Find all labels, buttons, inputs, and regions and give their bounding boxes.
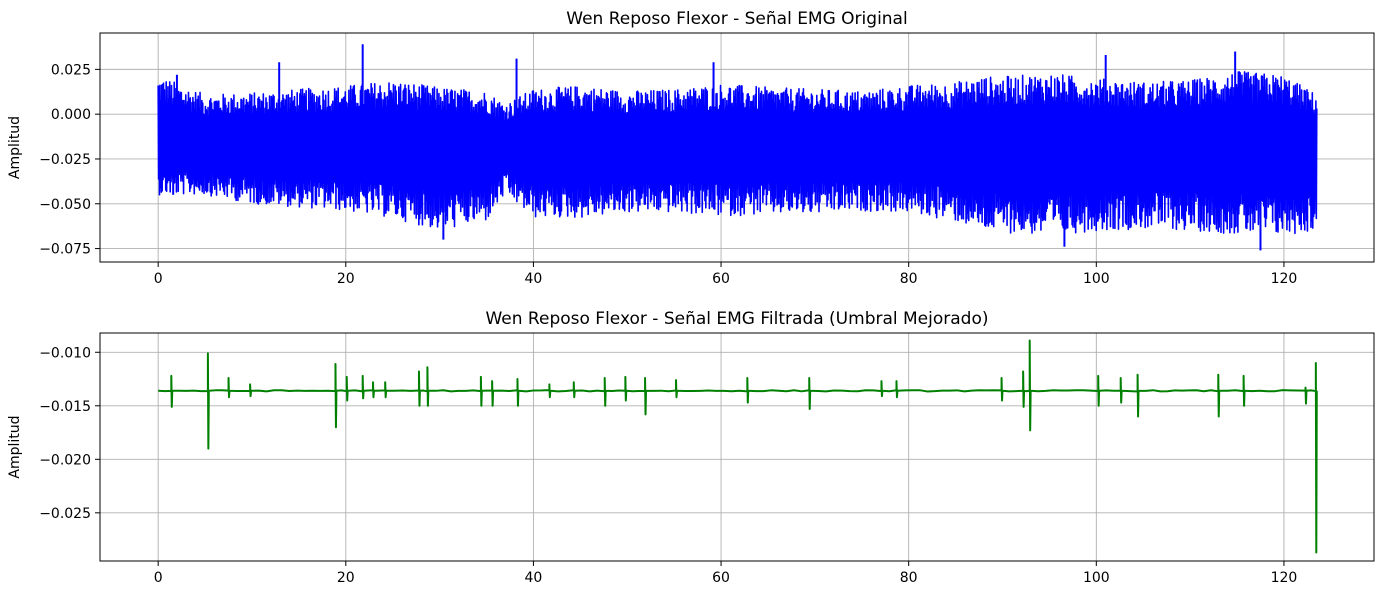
- chart-original: Wen Reposo Flexor - Señal EMG Original A…: [7, 9, 1375, 287]
- y-tick-label: −0.015: [39, 399, 91, 415]
- y-axis-label: Amplitud: [7, 415, 23, 478]
- y-tick-label: −0.075: [39, 242, 91, 258]
- chart-title: Wen Reposo Flexor - Señal EMG Original: [566, 9, 907, 29]
- y-tick-label: −0.020: [39, 452, 91, 468]
- x-tick-label: 40: [525, 271, 543, 287]
- x-tick-label: 120: [1271, 570, 1298, 586]
- x-tick-label: 80: [900, 271, 918, 287]
- y-axis-label: Amplitud: [7, 116, 23, 179]
- x-tick-label: 0: [154, 570, 163, 586]
- x-tick-label: 80: [900, 570, 918, 586]
- chart-title: Wen Reposo Flexor - Señal EMG Filtrada (…: [485, 309, 988, 329]
- x-tick-label: 20: [337, 271, 355, 287]
- y-tick-label: −0.050: [39, 197, 91, 213]
- y-tick-label: −0.010: [39, 345, 91, 361]
- y-tick-label: −0.025: [39, 506, 91, 522]
- x-tick-label: 60: [712, 570, 730, 586]
- plot-frame: [99, 32, 1375, 263]
- data-series: [158, 339, 1318, 554]
- x-tick-label: 120: [1271, 271, 1298, 287]
- data-series: [157, 44, 1318, 251]
- x-tick-label: 100: [1083, 570, 1110, 586]
- chart-filtered: Wen Reposo Flexor - Señal EMG Filtrada (…: [7, 309, 1375, 586]
- x-tick-label: 60: [712, 271, 730, 287]
- signal-line: [158, 339, 1318, 554]
- x-tick-label: 20: [337, 570, 355, 586]
- y-tick-label: −0.025: [39, 152, 91, 168]
- plot-frame: [99, 332, 1375, 562]
- ticks: 0 20 40 60 80 100 120 0.025 0.000 −0.025 −0.050 −0.…: [39, 62, 1297, 287]
- x-tick-label: 100: [1083, 271, 1110, 287]
- x-tick-label: 40: [525, 570, 543, 586]
- signal-line: [157, 71, 1318, 235]
- y-tick-label: 0.000: [51, 107, 91, 123]
- y-tick-label: 0.025: [51, 62, 91, 78]
- x-tick-label: 0: [154, 271, 163, 287]
- ticks: 0 20 40 60 80 100 120 −0.010 −0.015 −0.020 −0.025: [39, 345, 1297, 586]
- grid: [100, 333, 1374, 561]
